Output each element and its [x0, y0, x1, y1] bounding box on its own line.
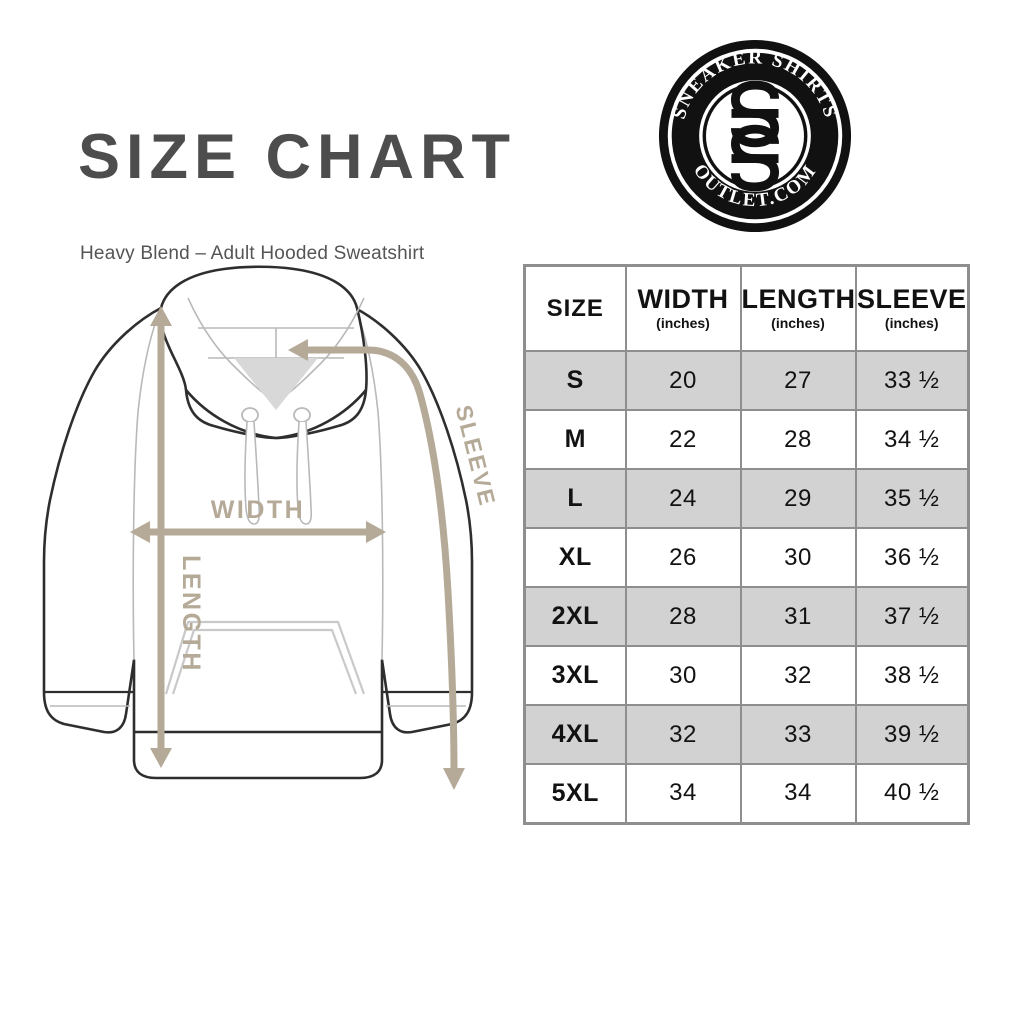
cell-sleeve: 33 ½: [854, 350, 970, 411]
cell-length: 31: [739, 586, 857, 647]
cell-size: 3XL: [523, 645, 627, 706]
size-chart-table: SIZE WIDTH (inches) LENGTH (inches) SLEE…: [523, 264, 970, 825]
cell-size: XL: [523, 527, 627, 588]
table-row: 2XL 28 31 37 ½: [523, 586, 970, 647]
cell-width: 28: [624, 586, 742, 647]
table-row: 5XL 34 34 40 ½: [523, 763, 970, 824]
cell-width: 34: [624, 763, 742, 824]
brand-logo: SNEAKER SHIRTS OUTLET.COM: [657, 38, 853, 234]
cell-sleeve: 40 ½: [854, 763, 970, 824]
table-header-row: SIZE WIDTH (inches) LENGTH (inches) SLEE…: [523, 264, 970, 352]
cell-length: 32: [739, 645, 857, 706]
table-row: M 22 28 34 ½: [523, 409, 970, 470]
cell-size: M: [523, 409, 627, 470]
width-measure-arrow: [130, 521, 386, 543]
cell-length: 28: [739, 409, 857, 470]
column-header-size-label: SIZE: [546, 294, 604, 322]
cell-width: 22: [624, 409, 742, 470]
page-title: SIZE CHART: [78, 122, 516, 192]
sleeve-measure-arrow: [288, 339, 465, 790]
cell-length: 27: [739, 350, 857, 411]
column-header-sleeve-unit: (inches): [884, 314, 939, 331]
column-header-sleeve-label: SLEEVE: [856, 284, 967, 315]
column-header-length-label: LENGTH: [741, 284, 856, 315]
cell-width: 32: [624, 704, 742, 765]
cell-length: 30: [739, 527, 857, 588]
cell-sleeve: 34 ½: [854, 409, 970, 470]
cell-length: 29: [739, 468, 857, 529]
cell-sleeve: 36 ½: [854, 527, 970, 588]
cell-sleeve: 39 ½: [854, 704, 970, 765]
column-header-width-label: WIDTH: [637, 284, 729, 315]
cell-size: S: [523, 350, 627, 411]
length-measure-arrow: [150, 306, 172, 768]
logo-badge-icon: SNEAKER SHIRTS OUTLET.COM: [658, 39, 852, 233]
column-header-length: LENGTH (inches): [739, 264, 857, 352]
column-header-size: SIZE: [523, 264, 627, 352]
length-label: LENGTH: [177, 555, 205, 673]
table-row: 3XL 30 32 38 ½: [523, 645, 970, 706]
cell-length: 34: [739, 763, 857, 824]
cell-sleeve: 37 ½: [854, 586, 970, 647]
column-header-length-unit: (inches): [771, 314, 825, 331]
column-header-sleeve: SLEEVE (inches): [854, 264, 970, 352]
cell-size: 5XL: [523, 763, 627, 824]
table-row: XL 26 30 36 ½: [523, 527, 970, 588]
hoodie-illustration: WIDTH LENGTH SLEEVE: [38, 262, 518, 832]
column-header-width: WIDTH (inches): [624, 264, 742, 352]
table-row: 4XL 32 33 39 ½: [523, 704, 970, 765]
cell-sleeve: 38 ½: [854, 645, 970, 706]
cell-width: 24: [624, 468, 742, 529]
page-subtitle: Heavy Blend – Adult Hooded Sweatshirt: [80, 243, 425, 264]
hoodie-outline: [42, 265, 474, 780]
column-header-width-unit: (inches): [656, 314, 710, 331]
cell-size: 2XL: [523, 586, 627, 647]
cell-width: 30: [624, 645, 742, 706]
measurement-indicators: WIDTH LENGTH SLEEVE: [130, 306, 501, 790]
cell-size: 4XL: [523, 704, 627, 765]
cell-sleeve: 35 ½: [854, 468, 970, 529]
logo-monogram-icon: [730, 80, 780, 192]
cell-length: 33: [739, 704, 857, 765]
width-label: WIDTH: [211, 496, 305, 524]
cell-width: 20: [624, 350, 742, 411]
cell-width: 26: [624, 527, 742, 588]
table-row: L 24 29 35 ½: [523, 468, 970, 529]
cell-size: L: [523, 468, 627, 529]
table-row: S 20 27 33 ½: [523, 350, 970, 411]
